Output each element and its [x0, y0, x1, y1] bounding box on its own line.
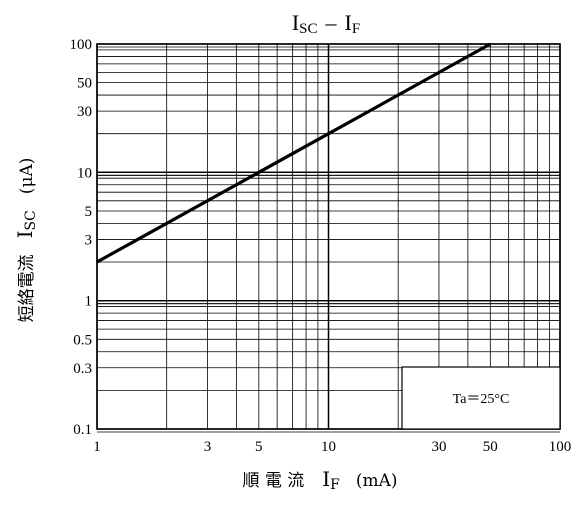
x-tick-label: 10	[321, 439, 336, 455]
x-axis-label-jp: 順 電 流	[242, 471, 304, 491]
y-tick-label: 100	[70, 37, 93, 53]
x-tick-labels: 1 3 5 10 30 50 100	[93, 439, 571, 455]
x-axis-label-unit: (mA)	[356, 471, 398, 491]
y-tick-labels: 0.1 0.3 0.5 1 3 5 10 30 50 100	[70, 37, 93, 438]
y-tick-label: 0.1	[73, 422, 92, 438]
title-isc-symbol: I	[292, 10, 299, 35]
y-tick-label: 0.5	[73, 332, 92, 348]
x-tick-label: 3	[204, 439, 212, 455]
y-axis-label: 短絡電流 ISC (μA)	[13, 158, 39, 323]
title-if-subscript: F	[352, 21, 360, 37]
y-tick-label: 5	[85, 204, 93, 220]
x-tick-label: 30	[431, 439, 446, 455]
x-axis-label-symbol: I	[322, 467, 330, 491]
y-tick-label: 50	[77, 76, 92, 92]
title-isc-subscript: SC	[299, 21, 317, 37]
x-tick-label: 5	[255, 439, 263, 455]
series-line-isc	[96, 42, 492, 264]
legend-annotation: Ta＝25°C	[453, 392, 510, 407]
plot-frame	[96, 43, 561, 430]
y-tick-label: 10	[77, 165, 92, 181]
y-axis-label-jp: 短絡電流	[17, 254, 37, 322]
y-tick-label: 30	[77, 104, 92, 120]
chart-title: ISC – IF	[292, 10, 360, 37]
x-tick-label: 1	[93, 439, 101, 455]
title-dash: –	[325, 10, 338, 35]
y-axis-label-subscript: SC	[23, 210, 39, 230]
x-axis-label-subscript: F	[330, 477, 340, 493]
y-tick-label: 1	[85, 294, 93, 310]
x-tick-label: 50	[483, 439, 498, 455]
y-tick-label: 3	[85, 232, 93, 248]
legend-frame	[401, 366, 561, 430]
title-if-symbol: I	[345, 10, 352, 35]
y-tick-label: 0.3	[73, 361, 92, 377]
y-axis-label-symbol: I	[13, 231, 37, 239]
y-axis-label-unit: (μA)	[17, 158, 37, 195]
x-axis-label: 順 電 流 IF (mA)	[242, 467, 397, 493]
x-tick-label: 100	[549, 439, 572, 455]
legend-box: Ta＝25°C	[401, 366, 561, 430]
